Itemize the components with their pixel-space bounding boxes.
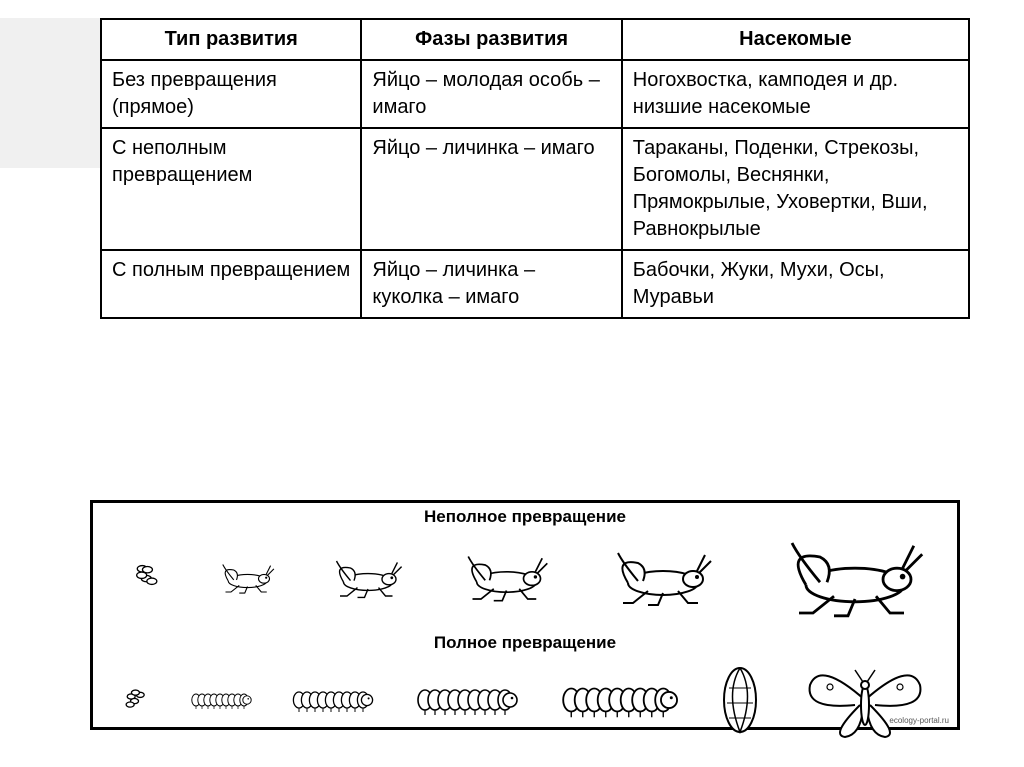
grasshopper-icon [757,529,925,627]
caterpillar-icon [287,684,375,716]
cell-insects: Ногохвостка, камподея и др. низшие насек… [622,60,969,128]
table-row: Без превращения (прямое) Яйцо – молодая … [101,60,969,128]
egg-cluster-icon [120,684,152,716]
grasshopper-icon [593,543,713,613]
incomplete-row [93,527,957,629]
egg-cluster-icon [125,558,165,598]
grasshopper-icon [209,559,275,598]
grasshopper-icon [447,548,549,608]
caterpillar-icon [187,688,253,712]
development-types-table: Тип развития Фазы развития Насекомые Без… [100,18,970,319]
cell-type: С неполным превращением [101,128,361,250]
cell-phases: Яйцо – личинка – имаго [361,128,621,250]
cell-phases: Яйцо – личинка – куколка – имаго [361,250,621,318]
cell-insects: Бабочки, Жуки, Мухи, Осы, Муравьи [622,250,969,318]
complete-title: Полное превращение [93,633,957,653]
metamorphosis-diagram: Неполное превращение [90,500,960,730]
col-header-insects: Насекомые [622,19,969,60]
table-row: С полным превращением Яйцо – личинка – к… [101,250,969,318]
pupa-icon [715,663,765,738]
cell-type: Без превращения (прямое) [101,60,361,128]
butterfly-icon [800,655,930,745]
caterpillar-icon [410,680,520,720]
col-header-phases: Фазы развития [361,19,621,60]
credit-text: ecology-portal.ru [889,716,949,725]
cell-insects: Тараканы, Поденки, Стрекозы, Богомолы, В… [622,128,969,250]
col-header-type: Тип развития [101,19,361,60]
cell-phases: Яйцо – молодая особь – имаго [361,60,621,128]
cell-type: С полным превращением [101,250,361,318]
dev-table: Тип развития Фазы развития Насекомые Без… [100,18,970,319]
grasshopper-icon [319,554,403,603]
complete-row [93,653,957,747]
incomplete-title: Неполное превращение [93,507,957,527]
caterpillar-icon [554,677,681,723]
table-row: С неполным превращением Яйцо – личинка –… [101,128,969,250]
